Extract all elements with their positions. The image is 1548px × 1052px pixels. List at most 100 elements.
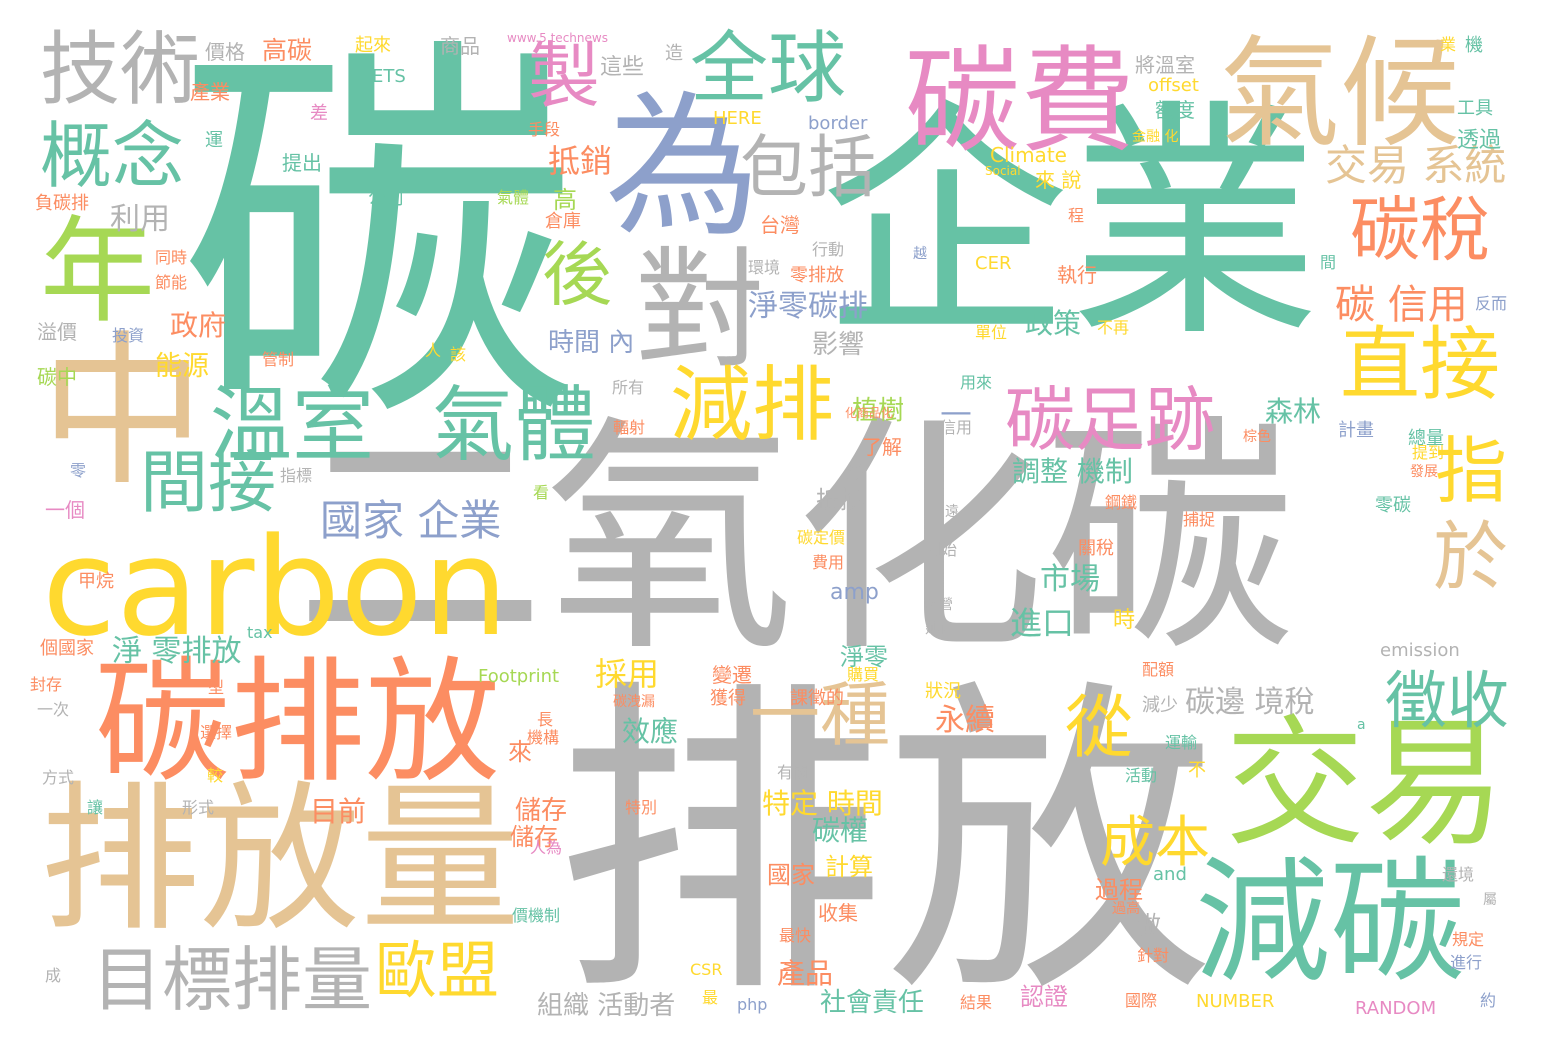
- cloud-word-94: 公司: [368, 188, 404, 209]
- cloud-word-66: 認證: [1020, 983, 1068, 1011]
- cloud-word-166: a: [1357, 717, 1366, 733]
- cloud-word-81: ETS: [372, 66, 406, 87]
- cloud-word-164: 機構: [527, 728, 560, 747]
- cloud-word-55: 永續: [935, 703, 995, 738]
- cloud-word-8: 年: [40, 205, 156, 339]
- cloud-word-139: 開始: [925, 540, 958, 559]
- cloud-word-83: HERE: [713, 108, 762, 129]
- cloud-word-103: 環境: [748, 258, 781, 277]
- cloud-word-165: 來: [508, 738, 532, 766]
- cloud-word-148: 個國家: [40, 638, 94, 659]
- cloud-word-159: 碳洩漏: [613, 694, 655, 710]
- cloud-word-38: 目標排量: [92, 939, 372, 1021]
- cloud-word-33: 一種: [750, 674, 890, 756]
- cloud-word-140: 費用: [812, 553, 845, 572]
- cloud-word-143: 延伸: [925, 621, 953, 637]
- cloud-word-121: 輻射: [613, 418, 646, 437]
- cloud-word-198: 間: [1320, 253, 1337, 272]
- cloud-word-86: 運: [205, 130, 223, 151]
- cloud-word-181: 還境: [1442, 865, 1475, 884]
- cloud-word-130: 指標: [280, 466, 313, 485]
- cloud-word-186: 進行: [1450, 953, 1483, 972]
- cloud-word-91: Social: [985, 164, 1021, 178]
- cloud-word-105: CER: [975, 253, 1012, 274]
- cloud-word-65: 組織 活動者: [537, 991, 676, 1021]
- cloud-word-75: 造: [665, 43, 683, 64]
- cloud-word-78: 額度: [1155, 98, 1195, 122]
- cloud-word-56: 效應: [622, 715, 679, 748]
- cloud-word-185: 規定: [1452, 930, 1485, 949]
- cloud-word-30: 於: [1433, 513, 1509, 601]
- cloud-word-97: 高: [553, 186, 577, 214]
- cloud-word-192: NUMBER: [1196, 991, 1275, 1012]
- cloud-word-22: 氣體: [432, 378, 597, 473]
- cloud-word-7: 中: [40, 316, 205, 508]
- cloud-word-34: 從: [1065, 689, 1134, 768]
- cloud-word-176: 儲存: [510, 823, 558, 851]
- cloud-word-116: 所有: [612, 378, 645, 397]
- cloud-word-129: 零: [70, 461, 87, 480]
- cloud-word-80: 透過: [1457, 128, 1502, 153]
- cloud-word-168: 方式: [42, 768, 75, 787]
- cloud-word-152: Footprint: [478, 666, 560, 687]
- cloud-word-15: 技術: [40, 23, 200, 116]
- cloud-word-3: 排放: [555, 653, 1215, 1037]
- cloud-word-20: 後: [542, 234, 612, 316]
- cloud-word-182: 屬: [1483, 892, 1497, 908]
- cloud-word-124: 計畫: [1338, 420, 1374, 441]
- cloud-word-101: 同時: [155, 248, 188, 267]
- cloud-word-157: 課徵的: [790, 688, 844, 709]
- cloud-word-41: 市場: [1040, 562, 1100, 597]
- cloud-word-171: 不: [1188, 760, 1206, 781]
- cloud-word-187: CSR: [690, 960, 723, 979]
- cloud-word-109: 溢價: [37, 320, 77, 344]
- cloud-word-154: 淨零: [840, 643, 888, 671]
- cloud-word-136: 捕捉: [1183, 510, 1216, 529]
- cloud-word-162: 長: [537, 710, 554, 729]
- cloud-word-23: 減排: [670, 358, 835, 453]
- cloud-word-5: 碳排放: [95, 644, 500, 801]
- cloud-word-61: 目前: [310, 795, 367, 828]
- cloud-word-141: amp: [830, 580, 879, 605]
- cloud-word-2: 二氧化碳: [295, 394, 1295, 685]
- cloud-word-18: 包括: [740, 129, 877, 208]
- cloud-word-111: 管制: [262, 350, 295, 369]
- cloud-word-161: 一次: [37, 700, 70, 719]
- cloud-word-77: offset: [1148, 75, 1199, 96]
- cloud-word-133: 抵換: [816, 486, 864, 514]
- cloud-word-145: tax: [247, 623, 273, 642]
- cloud-word-6: carbon: [42, 509, 509, 666]
- cloud-word-108: 反而: [1475, 294, 1508, 313]
- cloud-word-63: 產品: [777, 957, 834, 990]
- cloud-word-117: 用來: [960, 373, 993, 392]
- cloud-word-70: 價格: [205, 40, 245, 64]
- cloud-word-175: 特別: [625, 798, 658, 817]
- cloud-word-50: 影響: [812, 330, 865, 360]
- cloud-word-84: border: [808, 113, 868, 134]
- cloud-word-42: 進口: [1010, 604, 1075, 642]
- cloud-word-92: 金融 化: [1132, 129, 1179, 145]
- cloud-word-40: 採用: [595, 655, 660, 693]
- cloud-word-17: 全球: [690, 24, 847, 114]
- cloud-word-37: 歐盟: [375, 934, 500, 1007]
- cloud-word-135: 鋼鐵: [1105, 493, 1138, 512]
- cloud-word-199: 越: [913, 246, 927, 262]
- cloud-word-59: 國家: [767, 861, 815, 889]
- cloud-word-138: 碳定價: [797, 528, 846, 547]
- cloud-word-119: 信用: [940, 418, 973, 437]
- cloud-word-126: 發展: [1410, 464, 1438, 480]
- cloud-word-150: 封存: [30, 675, 63, 694]
- cloud-word-173: 讓: [87, 798, 104, 817]
- cloud-word-82: 產業: [190, 80, 230, 104]
- cloud-word-14: 減碳: [1195, 844, 1465, 1001]
- cloud-word-43: 抵銷: [548, 142, 613, 180]
- cloud-word-146: 時: [1113, 608, 1136, 633]
- cloud-word-62: 儲存: [515, 796, 568, 826]
- cloud-word-49: 能源: [155, 351, 209, 382]
- cloud-word-132: 看: [533, 483, 550, 502]
- cloud-word-174: 形式: [182, 798, 215, 817]
- cloud-word-125: 提到: [1412, 443, 1445, 462]
- cloud-word-197: 業: [1440, 35, 1457, 54]
- cloud-word-48: 時間 內: [548, 328, 635, 358]
- cloud-word-169: 較: [207, 766, 224, 785]
